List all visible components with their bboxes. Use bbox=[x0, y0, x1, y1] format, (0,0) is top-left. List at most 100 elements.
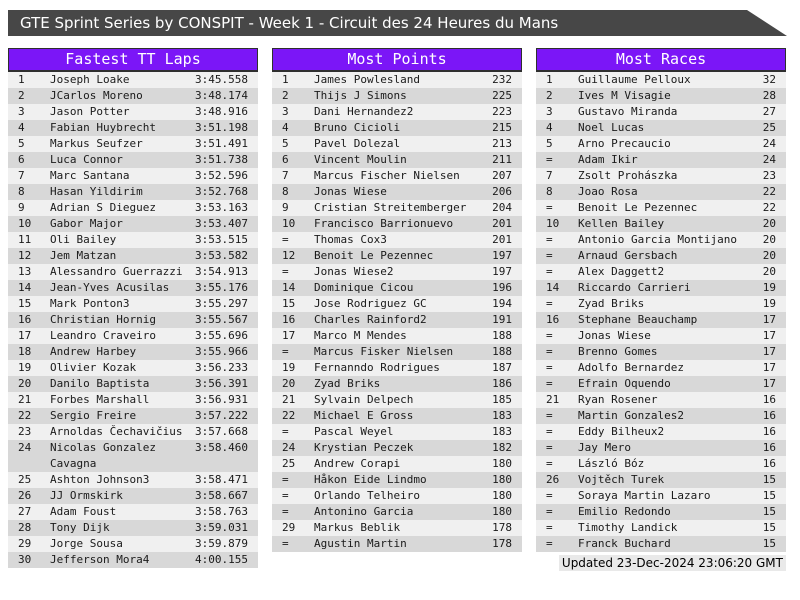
rank-cell: 22 bbox=[18, 409, 32, 422]
value-cell: 32 bbox=[762, 73, 776, 86]
driver-name-cell: Christian Hornig bbox=[50, 313, 156, 326]
value-cell: 3:57.668 bbox=[195, 425, 248, 438]
driver-name-cell: Dani Hernandez2 bbox=[314, 105, 414, 118]
driver-name-cell: Stephane Beauchamp bbox=[578, 313, 698, 326]
table-row: = Orlando Telheiro 180 bbox=[272, 488, 522, 504]
table-row: 7 Marcus Fischer Nielsen 207 bbox=[272, 168, 522, 184]
value-cell: 3:56.233 bbox=[195, 361, 248, 374]
driver-name-cell: Marc Santana bbox=[50, 169, 130, 182]
table-row: 14 Dominique Cicou 196 bbox=[272, 280, 522, 296]
table-row: = Jonas Wiese 17 bbox=[536, 328, 786, 344]
value-cell: 15 bbox=[762, 537, 776, 550]
rank-cell: 3 bbox=[18, 105, 25, 118]
driver-name-cell: Sergio Freire bbox=[50, 409, 137, 422]
value-cell: 24 bbox=[762, 137, 776, 150]
rank-cell: 8 bbox=[18, 185, 25, 198]
value-cell: 16 bbox=[762, 409, 776, 422]
rank-cell: = bbox=[546, 265, 553, 278]
value-cell: 20 bbox=[762, 233, 776, 246]
driver-name-cell: James Powlesland bbox=[314, 73, 420, 86]
driver-name-cell: Orlando Telheiro bbox=[314, 489, 420, 502]
driver-name-cell: Jose Rodriguez GC bbox=[314, 297, 427, 310]
rank-cell: 17 bbox=[18, 329, 32, 342]
rank-cell: = bbox=[546, 441, 553, 454]
table-row: = Eddy Bilheux2 16 bbox=[536, 424, 786, 440]
driver-name-cell: Jonas Wiese bbox=[314, 185, 387, 198]
driver-name-cell: Martin Gonzales2 bbox=[578, 409, 684, 422]
value-cell: 178 bbox=[492, 537, 512, 550]
table-row: = Efrain Oquendo 17 bbox=[536, 376, 786, 392]
rank-cell: = bbox=[546, 537, 553, 550]
driver-name-cell: Francisco Barrionuevo bbox=[314, 217, 454, 230]
table-row: 4 Bruno Cicioli 215 bbox=[272, 120, 522, 136]
rank-cell: = bbox=[546, 489, 553, 502]
rank-cell: 1 bbox=[18, 73, 25, 86]
driver-name-cell: Agustin Martin bbox=[314, 537, 407, 550]
rank-cell: 12 bbox=[282, 249, 296, 262]
rank-cell: 5 bbox=[546, 137, 553, 150]
driver-name-cell: Dominique Cicou bbox=[314, 281, 414, 294]
table-row: = Benoit Le Pezennec 22 bbox=[536, 200, 786, 216]
value-cell: 16 bbox=[762, 393, 776, 406]
driver-name-cell: Antonio Garcia Montijano bbox=[578, 233, 737, 246]
table-row: 5 Arno Precaucio 24 bbox=[536, 136, 786, 152]
driver-name-cell: Andrew Corapi bbox=[314, 457, 401, 470]
table-row: 21 Forbes Marshall 3:56.931 bbox=[8, 392, 258, 408]
rank-cell: 26 bbox=[18, 489, 32, 502]
driver-name-cell: Leandro Craveiro bbox=[50, 329, 156, 342]
driver-name-cell: Ashton Johnson3 bbox=[50, 473, 150, 486]
rank-cell: 29 bbox=[282, 521, 296, 534]
value-cell: 180 bbox=[492, 457, 512, 470]
value-cell: 3:48.174 bbox=[195, 89, 248, 102]
board-fastest-tt-laps: Fastest TT Laps 1 Joseph Loake 3:45.558 2 JC… bbox=[8, 48, 258, 568]
driver-name-cell: Olivier Kozak bbox=[50, 361, 137, 374]
rank-cell: 19 bbox=[18, 361, 32, 374]
rank-cell: = bbox=[546, 153, 553, 166]
table-row: = Alex Daggett2 20 bbox=[536, 264, 786, 280]
driver-name-cell: Thijs J Simons bbox=[314, 89, 407, 102]
rank-cell: = bbox=[282, 505, 289, 518]
table-row: 18 Andrew Harbey 3:55.966 bbox=[8, 344, 258, 360]
table-row: 4 Noel Lucas 25 bbox=[536, 120, 786, 136]
driver-name-cell: Michael E Gross bbox=[314, 409, 414, 422]
rank-cell: 19 bbox=[282, 361, 296, 374]
rank-cell: = bbox=[546, 425, 553, 438]
rank-cell: = bbox=[546, 409, 553, 422]
driver-name-cell: Alessandro Guerrazzi bbox=[50, 265, 183, 278]
value-cell: 225 bbox=[492, 89, 512, 102]
rank-cell: 17 bbox=[282, 329, 296, 342]
table-row: 3 Dani Hernandez2 223 bbox=[272, 104, 522, 120]
driver-name-cell: Hasan Yildirim bbox=[50, 185, 143, 198]
value-cell: 22 bbox=[762, 185, 776, 198]
table-row: = Marcus Fisker Nielsen 188 bbox=[272, 344, 522, 360]
rank-cell: = bbox=[282, 233, 289, 246]
rank-cell: = bbox=[546, 249, 553, 262]
rank-cell: 30 bbox=[18, 553, 32, 566]
table-row: 29 Jorge Sousa 3:59.879 bbox=[8, 536, 258, 552]
table-row: = Pascal Weyel 183 bbox=[272, 424, 522, 440]
table-row: 26 JJ Ormskirk 3:58.667 bbox=[8, 488, 258, 504]
rank-cell: = bbox=[546, 457, 553, 470]
driver-name-cell: Benoit Le Pezennec bbox=[314, 249, 434, 262]
rank-cell: 10 bbox=[546, 217, 560, 230]
table-row: = Timothy Landick 15 bbox=[536, 520, 786, 536]
rank-cell: 9 bbox=[18, 201, 25, 214]
driver-name-cell: Kellen Bailey bbox=[578, 217, 665, 230]
rank-cell: 7 bbox=[546, 169, 553, 182]
value-cell: 183 bbox=[492, 409, 512, 422]
value-cell: 15 bbox=[762, 521, 776, 534]
rank-cell: 5 bbox=[282, 137, 289, 150]
value-cell: 3:52.768 bbox=[195, 185, 248, 198]
driver-name-cell: Forbes Marshall bbox=[50, 393, 150, 406]
rank-cell: 14 bbox=[546, 281, 560, 294]
value-cell: 3:55.966 bbox=[195, 345, 248, 358]
value-cell: 201 bbox=[492, 217, 512, 230]
driver-name-cell: Brenno Gomes bbox=[578, 345, 658, 358]
table-row: 16 Stephane Beauchamp 17 bbox=[536, 312, 786, 328]
driver-name-cell: Gabor Major bbox=[50, 217, 123, 230]
value-cell: 196 bbox=[492, 281, 512, 294]
table-row: 2 Thijs J Simons 225 bbox=[272, 88, 522, 104]
rank-cell: 14 bbox=[282, 281, 296, 294]
value-cell: 3:54.913 bbox=[195, 265, 248, 278]
